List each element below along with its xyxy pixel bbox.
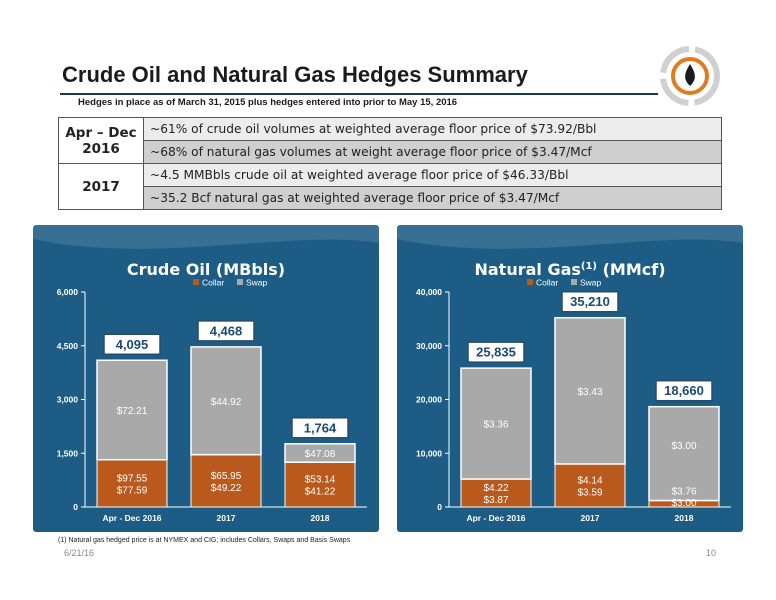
y-tick-label: 40,000 bbox=[416, 287, 442, 297]
total-box bbox=[655, 379, 713, 402]
y-tick-label: 30,000 bbox=[416, 341, 442, 351]
chart-title: Natural Gas(1) (MMcf) bbox=[474, 260, 665, 279]
x-tick-label: 2017 bbox=[217, 513, 236, 523]
legend-swatch-swap bbox=[237, 279, 243, 285]
summary-cell: ~4.5 MMBbls crude oil at weighted averag… bbox=[143, 163, 722, 187]
y-tick-label: 6,000 bbox=[57, 287, 79, 297]
summary-cell: ~61% of crude oil volumes at weighted av… bbox=[143, 117, 722, 141]
data-label: $97.55 bbox=[117, 473, 148, 484]
legend-label-collar: Collar bbox=[202, 278, 224, 288]
table-row: Apr – Dec 2016 ~61% of crude oil volumes… bbox=[58, 117, 722, 164]
legend-label-swap: Swap bbox=[580, 278, 602, 288]
total-label: 4,095 bbox=[116, 337, 149, 352]
data-label: $3.00 bbox=[671, 498, 696, 509]
data-label: $3.43 bbox=[577, 387, 602, 398]
total-label: 35,210 bbox=[570, 294, 610, 309]
x-tick-label: Apr - Dec 2016 bbox=[466, 513, 525, 523]
total-box bbox=[103, 333, 161, 356]
bar-swap bbox=[96, 359, 168, 461]
data-label: $3.36 bbox=[483, 420, 508, 431]
table-row: ~35.2 Bcf natural gas at weighted averag… bbox=[59, 186, 722, 210]
panel-wave bbox=[33, 225, 379, 249]
y-tick-label: 10,000 bbox=[416, 448, 442, 458]
summary-cell: ~35.2 Bcf natural gas at weighted averag… bbox=[143, 186, 722, 210]
total-label: 25,835 bbox=[476, 345, 516, 360]
summary-cell: ~68% of natural gas volumes at weight av… bbox=[143, 140, 722, 164]
page-number: 10 bbox=[706, 548, 717, 558]
bar-collar bbox=[460, 478, 532, 508]
data-label: $3.00 bbox=[671, 441, 696, 452]
data-label: $44.92 bbox=[211, 397, 242, 408]
footnote: (1) Natural gas hedged price is at NYMEX… bbox=[58, 537, 351, 544]
legend-swatch-collar bbox=[193, 279, 199, 285]
crude-oil-chart: Crude Oil (MBbls)Collar Swap 0 1,500 3,000 4,… bbox=[33, 225, 379, 523]
x-tick-label: 2017 bbox=[581, 513, 600, 523]
bar-swap bbox=[460, 367, 532, 480]
crude-oil-chart-panel: Crude Oil (MBbls) Collar Swap 0 1,500 3,000 4,… bbox=[33, 225, 379, 532]
y-tick-label: 1,500 bbox=[57, 448, 79, 458]
total-box bbox=[467, 341, 525, 363]
table-row: ~68% of natural gas volumes at weight av… bbox=[59, 140, 722, 164]
bar-swap bbox=[190, 346, 262, 456]
natural-gas-chart: Natural Gas(1) (MMcf)Collar Swap 0 10,000 20… bbox=[397, 225, 743, 523]
page-subtitle: Hedges in place as of March 31, 2015 plu… bbox=[78, 97, 458, 108]
data-label: $49.22 bbox=[211, 483, 242, 494]
legend-label-collar: Collar bbox=[536, 278, 558, 288]
total-label: 1,764 bbox=[304, 420, 337, 435]
total-label: 18,660 bbox=[664, 383, 704, 398]
data-label: $72.21 bbox=[117, 406, 148, 417]
total-label: 4,468 bbox=[210, 323, 243, 338]
title-rule bbox=[60, 93, 658, 95]
total-box bbox=[561, 290, 619, 313]
data-label: $3.59 bbox=[577, 488, 602, 499]
data-label: $3.76 bbox=[671, 487, 696, 498]
data-label: $4.22 bbox=[483, 483, 508, 494]
bar-collar bbox=[284, 461, 356, 508]
company-logo-icon bbox=[660, 46, 720, 106]
period-cell: Apr – Dec 2016 bbox=[58, 117, 144, 164]
bar-collar bbox=[190, 454, 262, 508]
x-tick-label: Apr - Dec 2016 bbox=[102, 513, 161, 523]
y-tick-label: 4,500 bbox=[57, 341, 79, 351]
data-label: $41.22 bbox=[305, 487, 336, 498]
natural-gas-chart-panel: Natural Gas(1) (MMcf) Collar Swap 0 10,000 20… bbox=[397, 225, 743, 532]
bar-swap bbox=[554, 316, 626, 465]
legend-label-swap: Swap bbox=[246, 278, 268, 288]
total-box bbox=[197, 320, 255, 342]
data-label: $65.95 bbox=[211, 471, 242, 482]
panel-wave bbox=[397, 225, 743, 249]
period-cell: 2017 bbox=[58, 163, 144, 210]
legend-swatch-swap bbox=[571, 279, 577, 285]
bar-swap bbox=[284, 443, 356, 463]
data-label: $3.87 bbox=[483, 495, 508, 506]
table-row: 2017 ~4.5 MMBbls crude oil at weighted a… bbox=[58, 163, 722, 210]
y-tick-label: 3,000 bbox=[57, 395, 79, 405]
total-box bbox=[291, 417, 349, 439]
page-title: Crude Oil and Natural Gas Hedges Summary bbox=[62, 62, 528, 87]
footer-date: 6/21/16 bbox=[64, 548, 95, 558]
data-label: $53.14 bbox=[305, 475, 336, 486]
data-label: $4.14 bbox=[577, 476, 602, 487]
hedge-summary-table: Apr – Dec 2016 ~61% of crude oil volumes… bbox=[58, 117, 722, 210]
bar-swap bbox=[648, 405, 720, 502]
data-label: $77.59 bbox=[117, 485, 148, 496]
y-tick-label: 20,000 bbox=[416, 395, 442, 405]
data-label: $47.08 bbox=[305, 449, 336, 460]
legend-swatch-collar bbox=[527, 279, 533, 285]
chart-title: Crude Oil (MBbls) bbox=[127, 260, 285, 279]
x-tick-label: 2018 bbox=[675, 513, 694, 523]
y-tick-label: 0 bbox=[73, 502, 78, 512]
x-tick-label: 2018 bbox=[311, 513, 330, 523]
y-tick-label: 0 bbox=[437, 502, 442, 512]
